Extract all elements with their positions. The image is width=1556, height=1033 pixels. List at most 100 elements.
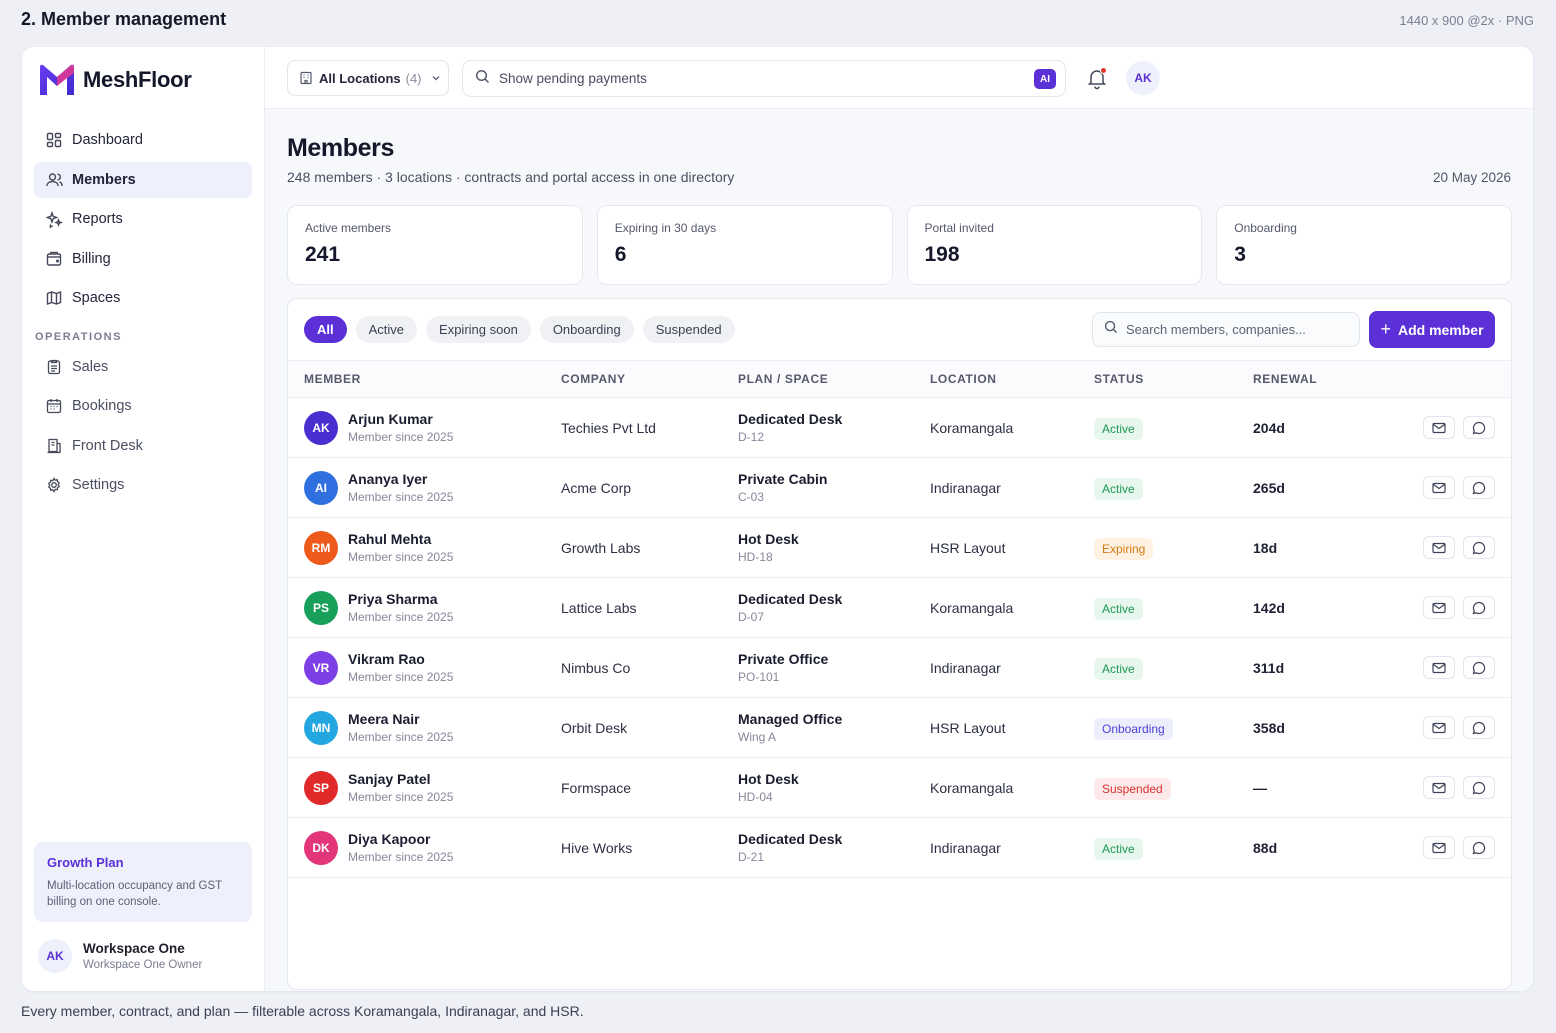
row-actions — [1423, 656, 1495, 679]
email-button[interactable] — [1423, 836, 1455, 859]
column-header-plan[interactable]: PLAN / SPACE — [738, 372, 829, 386]
clipboard-icon — [45, 358, 63, 376]
column-header-status[interactable]: STATUS — [1094, 372, 1144, 386]
page-title: Members — [287, 134, 394, 162]
sidebar-item-label: Dashboard — [72, 132, 143, 148]
member-name[interactable]: Sanjay Patel — [348, 771, 431, 787]
sidebar-item-label: Bookings — [72, 398, 132, 414]
email-button[interactable] — [1423, 536, 1455, 559]
sidebar-item-reports[interactable]: Reports — [34, 201, 252, 237]
table-row[interactable]: AK Arjun Kumar Member since 2025 Techies… — [288, 398, 1511, 458]
sidebar-item-bookings[interactable]: Bookings — [34, 388, 252, 424]
table-row[interactable]: VR Vikram Rao Member since 2025 Nimbus C… — [288, 638, 1511, 698]
search-icon — [1104, 320, 1118, 339]
chat-button[interactable] — [1463, 836, 1495, 859]
member-search[interactable] — [1092, 312, 1360, 347]
sidebar-item-settings[interactable]: Settings — [34, 467, 252, 503]
company-cell: Orbit Desk — [561, 719, 628, 736]
sidebar-item-spaces[interactable]: Spaces — [34, 280, 252, 316]
sidebar-item-dashboard[interactable]: Dashboard — [34, 122, 252, 158]
location-cell: HSR Layout — [930, 539, 1006, 556]
filter-chip-expiring-soon[interactable]: Expiring soon — [426, 316, 531, 343]
member-name[interactable]: Vikram Rao — [348, 651, 425, 667]
member-search-input[interactable] — [1126, 322, 1346, 337]
location-label: All Locations — [319, 70, 401, 86]
column-header-member[interactable]: MEMBER — [304, 372, 361, 386]
sidebar: MeshFloor Dashboard Members Reports Bill… — [22, 47, 265, 991]
chat-button[interactable] — [1463, 416, 1495, 439]
email-button[interactable] — [1423, 476, 1455, 499]
member-since: Member since 2025 — [348, 550, 454, 564]
member-cell: VR Vikram Rao Member since 2025 — [304, 650, 453, 685]
notifications-button[interactable] — [1085, 66, 1109, 90]
ai-button[interactable]: AI — [1034, 69, 1056, 89]
user-avatar[interactable]: AK — [1126, 61, 1160, 95]
column-header-renewal[interactable]: RENEWAL — [1253, 372, 1318, 386]
table-row[interactable]: RM Rahul Mehta Member since 2025 Growth … — [288, 518, 1511, 578]
plan-name: Private Office — [738, 651, 829, 667]
filter-chip-all[interactable]: All — [304, 316, 347, 343]
stat-label: Onboarding — [1234, 221, 1297, 235]
sidebar-item-label: Settings — [72, 477, 125, 493]
sidebar-item-sales[interactable]: Sales — [34, 349, 252, 385]
sidebar-item-front-desk[interactable]: Front Desk — [34, 428, 252, 464]
table-row[interactable]: DK Diya Kapoor Member since 2025 Hive Wo… — [288, 818, 1511, 878]
nav-section-operations: OPERATIONS — [35, 330, 122, 343]
member-name[interactable]: Arjun Kumar — [348, 411, 433, 427]
avatar: AI — [304, 470, 338, 505]
mail-icon — [1432, 782, 1446, 793]
member-name[interactable]: Meera Nair — [348, 711, 420, 727]
email-button[interactable] — [1423, 656, 1455, 679]
chat-button[interactable] — [1463, 776, 1495, 799]
email-button[interactable] — [1423, 596, 1455, 619]
member-name[interactable]: Diya Kapoor — [348, 831, 431, 847]
table-row[interactable]: SP Sanjay Patel Member since 2025 Formsp… — [288, 758, 1511, 818]
chat-button[interactable] — [1463, 716, 1495, 739]
chat-button[interactable] — [1463, 596, 1495, 619]
status-cell: Active — [1094, 655, 1143, 680]
search-input[interactable] — [499, 71, 1019, 86]
member-name[interactable]: Priya Sharma — [348, 591, 438, 607]
plan-space: D-12 — [738, 430, 765, 444]
plus-icon: + — [1380, 319, 1391, 339]
sidebar-item-billing[interactable]: Billing — [34, 241, 252, 277]
member-name[interactable]: Ananya Iyer — [348, 471, 428, 487]
global-search[interactable]: AI — [462, 60, 1066, 97]
logo[interactable]: MeshFloor — [38, 63, 192, 97]
sidebar-item-members[interactable]: Members — [34, 161, 252, 198]
page-subtitle: 248 members · 3 locations · contracts an… — [287, 169, 735, 185]
stat-label: Portal invited — [924, 221, 994, 235]
mail-icon — [1432, 722, 1446, 733]
chat-button[interactable] — [1463, 656, 1495, 679]
email-button[interactable] — [1423, 716, 1455, 739]
member-cell: RM Rahul Mehta Member since 2025 — [304, 530, 454, 565]
plan-card[interactable]: Growth Plan Multi-location occupancy and… — [34, 842, 252, 922]
status-cell: Active — [1094, 475, 1143, 500]
renewal-cell: 142d — [1253, 599, 1285, 616]
chat-button[interactable] — [1463, 476, 1495, 499]
filter-chip-onboarding[interactable]: Onboarding — [539, 316, 634, 343]
status-cell: Active — [1094, 835, 1143, 860]
column-header-location[interactable]: LOCATION — [930, 372, 997, 386]
email-button[interactable] — [1423, 416, 1455, 439]
email-button[interactable] — [1423, 776, 1455, 799]
plan-cell: Dedicated Desk D-07 — [738, 591, 842, 624]
table-row[interactable]: MN Meera Nair Member since 2025 Orbit De… — [288, 698, 1511, 758]
renewal-cell: — — [1253, 779, 1267, 796]
mail-icon — [1432, 482, 1446, 493]
member-name[interactable]: Rahul Mehta — [348, 531, 432, 547]
chevron-down-icon — [431, 71, 441, 86]
add-member-button[interactable]: + Add member — [1369, 311, 1495, 348]
filter-chip-active[interactable]: Active — [355, 316, 418, 343]
location-cell: HSR Layout — [930, 719, 1006, 736]
plan-space: HD-18 — [738, 550, 773, 564]
location-select[interactable]: All Locations (4) — [287, 60, 449, 96]
workspace-switcher[interactable]: AK Workspace One Workspace One Owner — [38, 939, 202, 973]
chat-button[interactable] — [1463, 536, 1495, 559]
table-row[interactable]: PS Priya Sharma Member since 2025 Lattic… — [288, 578, 1511, 638]
table-row[interactable]: AI Ananya Iyer Member since 2025 Acme Co… — [288, 458, 1511, 518]
column-header-company[interactable]: COMPANY — [561, 372, 626, 386]
renewal-cell: 18d — [1253, 539, 1278, 556]
status-badge: Active — [1094, 658, 1143, 680]
filter-chip-suspended[interactable]: Suspended — [642, 316, 735, 343]
